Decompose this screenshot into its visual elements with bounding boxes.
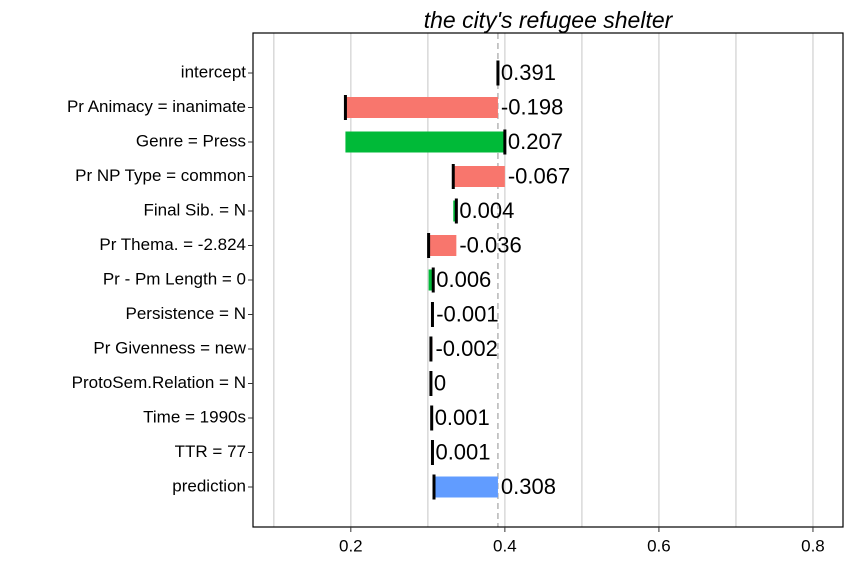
y-tick-label: Genre = Press — [136, 131, 246, 150]
y-tick-label: Pr Animacy = inanimate — [67, 97, 246, 116]
bar — [453, 200, 457, 222]
y-tick-label: Pr Thema. = -2.824 — [99, 235, 246, 254]
bar — [434, 476, 498, 498]
y-tick-label: Persistence = N — [126, 304, 246, 323]
value-label: 0.308 — [501, 474, 556, 499]
value-label: -0.067 — [508, 163, 570, 188]
y-tick-label: Time = 1990s — [143, 407, 246, 426]
value-label: 0.207 — [508, 129, 563, 154]
value-label: 0.391 — [501, 60, 556, 85]
value-label: -0.001 — [436, 301, 498, 326]
value-label: 0.006 — [436, 267, 491, 292]
value-label: -0.036 — [459, 232, 521, 257]
y-tick-label: intercept — [181, 62, 246, 81]
bar — [453, 166, 505, 187]
x-tick-label: 0.6 — [647, 536, 671, 555]
value-label: 0 — [434, 370, 446, 395]
y-tick-label: ProtoSem.Relation = N — [72, 373, 246, 392]
x-tick-label: 0.4 — [493, 536, 517, 555]
y-tick-label: Pr - Pm Length = 0 — [103, 269, 246, 288]
bar — [345, 97, 498, 118]
y-tick-label: Pr NP Type = common — [75, 166, 246, 185]
y-tick-label: Final Sib. = N — [143, 200, 246, 219]
bar — [428, 269, 434, 291]
value-label: 0.004 — [459, 198, 514, 223]
y-tick-label: TTR = 77 — [175, 442, 246, 461]
x-tick-label: 0.2 — [339, 536, 363, 555]
value-label: -0.002 — [435, 336, 497, 361]
bar — [428, 235, 457, 256]
value-label: 0.001 — [435, 439, 490, 464]
y-tick-label: Pr Givenness = new — [93, 338, 246, 357]
bar — [345, 131, 505, 153]
value-label: 0.001 — [435, 405, 490, 430]
chart-title: the city's refugee shelter — [424, 7, 674, 33]
value-label: -0.198 — [501, 94, 563, 119]
y-tick-label: prediction — [172, 476, 246, 495]
x-tick-label: 0.8 — [801, 536, 825, 555]
